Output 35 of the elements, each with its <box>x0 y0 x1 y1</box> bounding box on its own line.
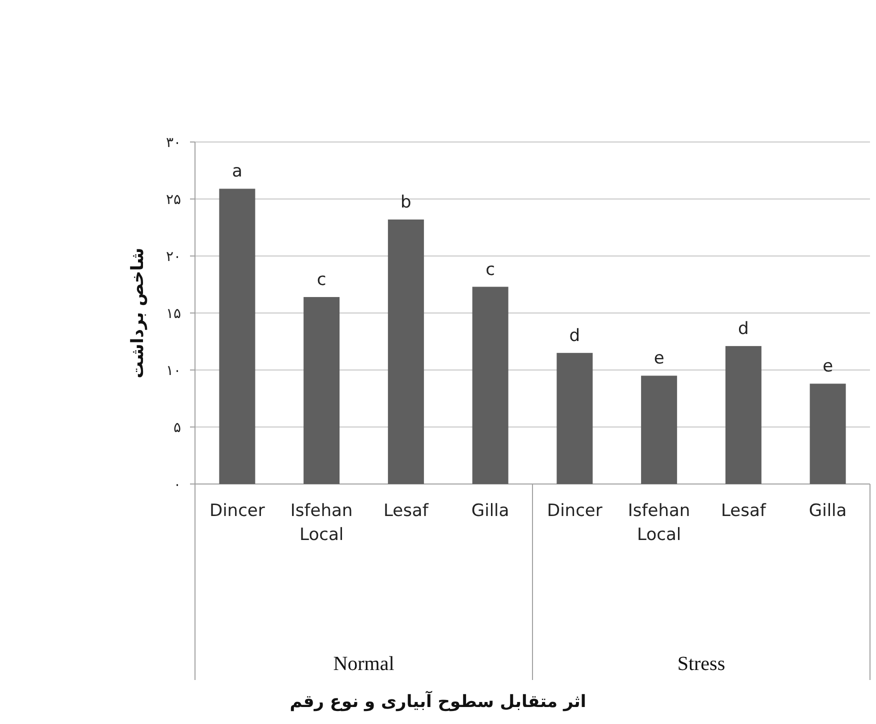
x-tick-label: Isfehan Local <box>628 501 690 545</box>
y-axis-title: شاخص برداشت <box>128 248 148 378</box>
data-label: a <box>232 162 242 182</box>
bar <box>304 297 340 484</box>
bar <box>219 188 256 484</box>
y-tick-label: ۳۰ <box>166 135 181 151</box>
text: اثر متقابل سطوح آبیاری و نوع رقم <box>290 690 586 712</box>
bar <box>725 346 762 484</box>
x-tick-label: Gilla <box>471 501 510 521</box>
y-tick-label: ۵ <box>173 420 181 436</box>
data-label: e <box>654 348 664 369</box>
bar <box>388 220 424 484</box>
data-label: e <box>822 356 834 377</box>
x-tick-label: Lesaf <box>720 501 767 521</box>
x-tick-label: Isfehan Local <box>290 501 353 545</box>
x-tick-label: Dincer <box>209 501 265 521</box>
data-label: c <box>316 270 326 290</box>
data-label: d <box>569 326 580 346</box>
y-tick-label: ۱۰ <box>166 363 181 379</box>
y-tick-label: ۲۵ <box>166 192 181 208</box>
text: Stress <box>677 653 726 675</box>
text: Normal <box>333 653 395 675</box>
y-tick-label: ۲۰ <box>166 249 181 265</box>
x-tick-label: Lesaf <box>383 501 430 521</box>
data-label: c <box>486 260 495 280</box>
bar <box>641 376 678 484</box>
data-label: b <box>400 192 412 213</box>
bar <box>556 352 593 484</box>
bar <box>810 384 846 484</box>
bar <box>472 286 508 484</box>
y-tick-label: ۰ <box>173 477 181 493</box>
data-label: d <box>738 319 749 340</box>
x-tick-label: Gilla <box>808 501 847 521</box>
y-tick-label: ۱۵ <box>166 306 181 322</box>
x-tick-label: Dincer <box>546 501 602 521</box>
